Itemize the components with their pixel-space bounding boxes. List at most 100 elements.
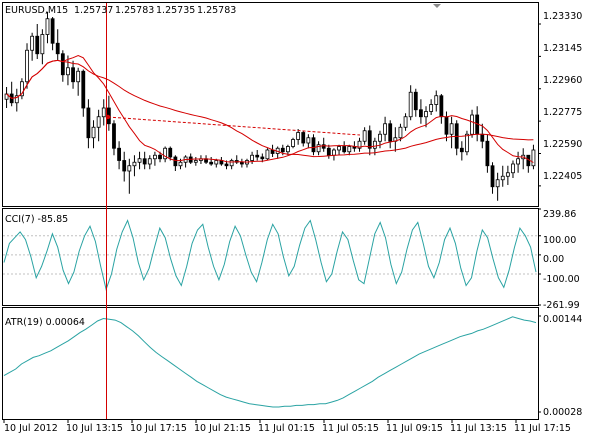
candle-body	[260, 156, 265, 160]
candle-body	[296, 132, 301, 140]
candle-body	[444, 116, 449, 135]
candle-body	[372, 140, 377, 149]
candle-body	[265, 149, 270, 160]
candle-body	[173, 156, 178, 167]
candle-body	[117, 147, 121, 161]
triangle-down-icon[interactable]	[433, 4, 441, 8]
candle-body	[449, 123, 454, 135]
time-tick-label: 11 Jul 17:15	[514, 423, 571, 434]
candle-body	[480, 133, 485, 142]
candle-body	[66, 67, 70, 76]
candle-body	[459, 147, 464, 153]
candle-body	[398, 126, 403, 139]
candle-body	[337, 146, 341, 151]
candle-body	[316, 144, 321, 153]
candle-body	[250, 154, 254, 161]
candle-body	[20, 81, 24, 97]
candle-body	[147, 158, 152, 165]
axis-ticks	[3, 23, 541, 423]
slow-ma-line	[6, 59, 534, 158]
candle-body	[511, 163, 515, 174]
candle-body	[55, 42, 60, 55]
candle-body	[505, 172, 510, 177]
cci-tick-label: 100.00	[543, 235, 576, 246]
time-tick-label: 10 Jul 13:15	[66, 423, 123, 434]
cci-pane[interactable]	[2, 208, 539, 306]
candle-body	[81, 70, 86, 109]
atr-line	[3, 316, 537, 408]
candle-body	[4, 93, 9, 100]
candle-body	[71, 67, 75, 83]
price-tick-label: 1.22775	[543, 107, 582, 118]
candle-body	[86, 107, 91, 139]
candle-body	[153, 154, 157, 160]
candle-body	[91, 126, 96, 139]
candle-body	[465, 133, 469, 153]
atr-series	[3, 316, 537, 408]
candle-body	[378, 133, 382, 142]
price-tick-label: 1.22590	[543, 139, 582, 150]
time-tick-label: 10 Jul 17:15	[130, 423, 187, 434]
atr-tick-label: 0.00144	[543, 314, 582, 325]
candle-body	[76, 70, 81, 83]
candle-body	[291, 139, 295, 147]
candle-body	[367, 130, 372, 149]
candle-body	[40, 34, 45, 55]
ohlc-open: 1.25737	[74, 5, 113, 16]
candle-body	[255, 154, 260, 158]
price-tick-label: 1.23330	[543, 11, 582, 22]
candle-body	[383, 123, 387, 135]
candle-body	[470, 114, 474, 135]
candle-body	[239, 161, 244, 165]
atr-pane[interactable]	[2, 307, 539, 420]
candle-body	[229, 160, 234, 167]
trend-reference-line	[107, 116, 361, 136]
price-series	[4, 11, 536, 201]
price-tick-label: 1.22405	[543, 171, 582, 182]
moving-averages	[6, 55, 534, 163]
time-tick-label: 11 Jul 01:15	[258, 423, 315, 434]
candle-body	[429, 104, 434, 112]
candle-body	[439, 95, 444, 118]
candle-body	[168, 147, 173, 158]
candle-body	[14, 95, 19, 104]
candle-body	[122, 160, 127, 172]
candle-body	[485, 140, 490, 167]
candle-body	[490, 165, 495, 188]
price-tick-label: 1.23145	[543, 43, 582, 54]
candle-body	[280, 147, 285, 153]
candle-body	[101, 107, 106, 118]
candle-body	[403, 116, 408, 128]
candle-body	[342, 146, 347, 153]
candle-body	[347, 146, 352, 153]
candle-body	[419, 109, 423, 118]
candle-body	[127, 165, 132, 172]
candle-body	[96, 116, 101, 128]
cci-series	[3, 219, 538, 292]
symbol-header: EURUSD,M15	[5, 5, 68, 16]
candle-body	[500, 175, 505, 181]
candle-body	[413, 91, 418, 111]
candle-body	[224, 163, 229, 167]
candle-body	[388, 123, 393, 142]
candle-body	[193, 160, 198, 163]
crosshair-point[interactable]	[105, 114, 111, 120]
candle-body	[311, 137, 316, 153]
cci-tick-label: -261.99	[543, 300, 580, 311]
candle-body	[163, 147, 168, 160]
candle-body	[531, 149, 536, 167]
time-tick-label: 11 Jul 09:15	[386, 423, 443, 434]
ohlc-high: 1.25783	[115, 5, 154, 16]
cci-tick-label: 239.86	[543, 209, 576, 220]
price-pane[interactable]	[2, 2, 539, 207]
time-tick-label: 11 Jul 05:15	[322, 423, 379, 434]
candle-body	[434, 95, 439, 105]
candle-body	[408, 91, 413, 118]
cci-tick-label: 0.00	[543, 254, 564, 265]
candle-body	[214, 160, 219, 165]
candle-body	[321, 144, 326, 149]
candle-body	[142, 158, 147, 165]
candle-body	[35, 35, 40, 55]
